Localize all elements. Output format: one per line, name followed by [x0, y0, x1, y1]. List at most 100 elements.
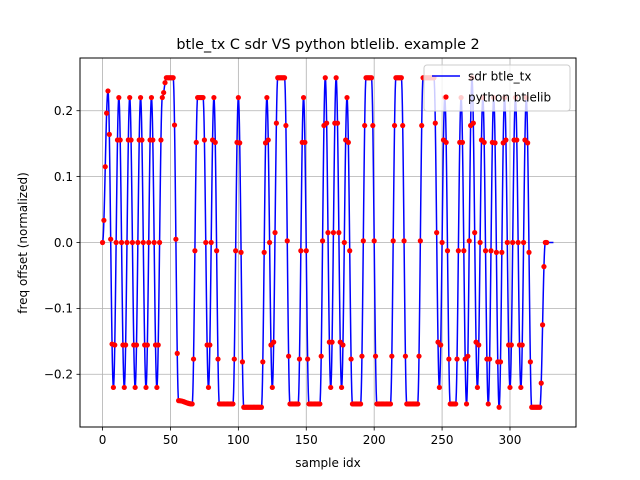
y-tick-label: −0.1 [44, 302, 73, 316]
data-point [358, 401, 364, 407]
data-point [108, 236, 114, 242]
data-point [341, 239, 347, 246]
data-point [124, 239, 130, 246]
data-point [322, 75, 328, 81]
data-point [267, 239, 273, 246]
data-point [116, 94, 122, 101]
data-point [174, 350, 180, 356]
data-point [271, 339, 277, 345]
data-point [121, 384, 127, 391]
data-point [372, 353, 379, 359]
data-point [443, 139, 449, 146]
data-point [272, 230, 278, 236]
data-point [151, 239, 157, 246]
data-point [470, 120, 476, 126]
data-point [488, 248, 494, 254]
data-point [214, 248, 220, 254]
legend-label: sdr btle_tx [468, 70, 531, 84]
data-point [398, 75, 404, 81]
data-point [481, 139, 487, 146]
data-point [417, 238, 423, 244]
data-point [492, 140, 498, 146]
data-point [446, 356, 452, 362]
data-point [333, 75, 339, 81]
legend-box [423, 64, 571, 112]
data-point [159, 94, 165, 101]
data-point [389, 353, 395, 359]
data-point [348, 356, 354, 362]
data-point [472, 230, 478, 236]
data-point [461, 248, 467, 254]
data-point [360, 238, 366, 244]
data-point [317, 401, 323, 407]
data-point [329, 339, 335, 345]
data-point [193, 139, 199, 146]
data-point [295, 401, 301, 407]
data-point [325, 230, 331, 236]
data-point [503, 137, 509, 143]
data-point [330, 230, 337, 236]
data-point [371, 238, 377, 244]
data-point [415, 401, 421, 407]
y-axis-label: freq offset (normalized) [16, 172, 30, 314]
data-point [239, 359, 246, 365]
legend-label: python btlelib [468, 91, 551, 105]
data-point [432, 120, 438, 126]
data-point [303, 248, 309, 254]
data-point [487, 356, 493, 362]
data-point [106, 131, 112, 137]
data-point [518, 384, 524, 391]
data-point [496, 404, 502, 410]
data-point [402, 353, 409, 359]
data-point [170, 75, 176, 81]
data-point [137, 94, 144, 101]
data-point [237, 140, 243, 146]
data-point [105, 88, 111, 94]
data-point [544, 239, 550, 246]
data-point [273, 120, 279, 126]
data-point [344, 94, 350, 101]
data-point [519, 342, 525, 348]
data-point [128, 137, 134, 143]
x-tick-label: 0 [99, 433, 107, 447]
data-point [200, 94, 206, 101]
data-point [338, 384, 345, 391]
data-point [171, 122, 178, 128]
data-point [99, 239, 106, 246]
data-point [283, 122, 289, 129]
data-point [324, 120, 330, 126]
data-point [143, 384, 149, 391]
data-point [520, 239, 527, 246]
data-point [139, 137, 145, 143]
data-point [284, 238, 290, 244]
data-point [510, 239, 516, 246]
data-point [504, 239, 510, 246]
data-point [515, 239, 521, 246]
data-point [362, 122, 368, 129]
data-point [508, 342, 514, 348]
data-point [328, 384, 334, 391]
data-point [132, 384, 138, 391]
data-point [444, 248, 451, 254]
data-point [230, 401, 236, 407]
data-point [118, 239, 125, 246]
data-point [525, 140, 531, 146]
data-point [527, 359, 533, 365]
data-point [459, 139, 466, 146]
data-point [439, 239, 445, 246]
data-point [465, 353, 471, 359]
y-tick-label: −0.2 [44, 368, 73, 382]
data-point [455, 248, 461, 254]
x-tick-label: 200 [363, 433, 386, 447]
data-point [300, 94, 307, 101]
data-point [133, 342, 140, 348]
data-point [499, 249, 505, 255]
data-point [235, 94, 241, 101]
data-point [189, 401, 195, 407]
data-point [113, 239, 119, 246]
data-point [233, 248, 239, 254]
data-point [463, 401, 470, 407]
y-tick-label: 0.1 [54, 170, 73, 184]
data-point [302, 139, 308, 146]
x-tick-label: 150 [295, 433, 318, 447]
